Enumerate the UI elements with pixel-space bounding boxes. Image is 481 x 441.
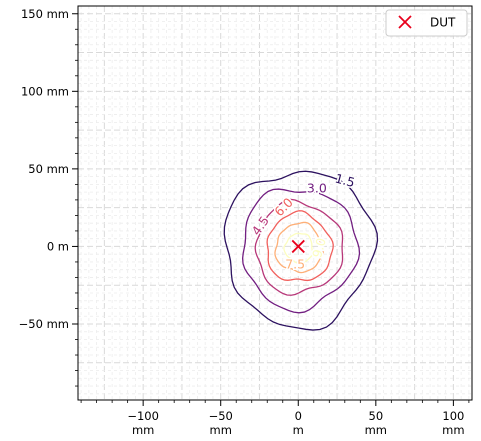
contour-line-9-0	[283, 232, 314, 264]
x-tick-label: −100	[127, 409, 159, 423]
y-tick-label: 50 mm	[28, 162, 69, 176]
x-tick-label: −50	[209, 409, 233, 423]
y-tick-label: 100 mm	[21, 84, 69, 98]
grid	[78, 5, 472, 400]
contour-line-4-5	[254, 198, 344, 296]
dut-marker-group	[291, 239, 305, 254]
legend: DUT	[385, 9, 468, 37]
contour-line-1-5	[223, 170, 379, 331]
x-tick-unit-label: mm	[132, 423, 154, 437]
x-tick-unit-label: mm	[365, 423, 387, 437]
contour-lines	[223, 170, 379, 331]
legend-box	[385, 9, 468, 37]
y-tick-label: 150 mm	[21, 7, 69, 21]
x-tick-unit-label: mm	[210, 423, 232, 437]
x-tick-unit-label: mm	[442, 423, 464, 437]
contour-line-3-0	[241, 188, 361, 314]
dut-marker-icon	[291, 239, 305, 254]
contour-label-7-5: 7.5	[285, 257, 305, 272]
contour-labels: 1.53.04.56.07.59.0	[247, 169, 358, 273]
contour-label-9-0: 9.0	[309, 236, 329, 259]
contour-line-7-5	[274, 221, 324, 274]
contour-line-6-0	[266, 210, 334, 282]
legend-dut-marker-icon	[398, 15, 412, 29]
plot-frame	[77, 5, 473, 401]
x-tick-label: 100	[442, 409, 464, 423]
x-tick-unit-label: m	[293, 423, 304, 437]
x-tick-label: 50	[369, 409, 384, 423]
contour-label-3-0: 3.0	[307, 181, 327, 196]
legend-dut-label: DUT	[430, 16, 456, 30]
y-tick-label: −50 mm	[19, 317, 69, 331]
y-tick-label: 0 m	[47, 239, 69, 253]
contour-label-1-5: 1.5	[334, 170, 357, 190]
x-tick-label: 0	[295, 409, 302, 423]
